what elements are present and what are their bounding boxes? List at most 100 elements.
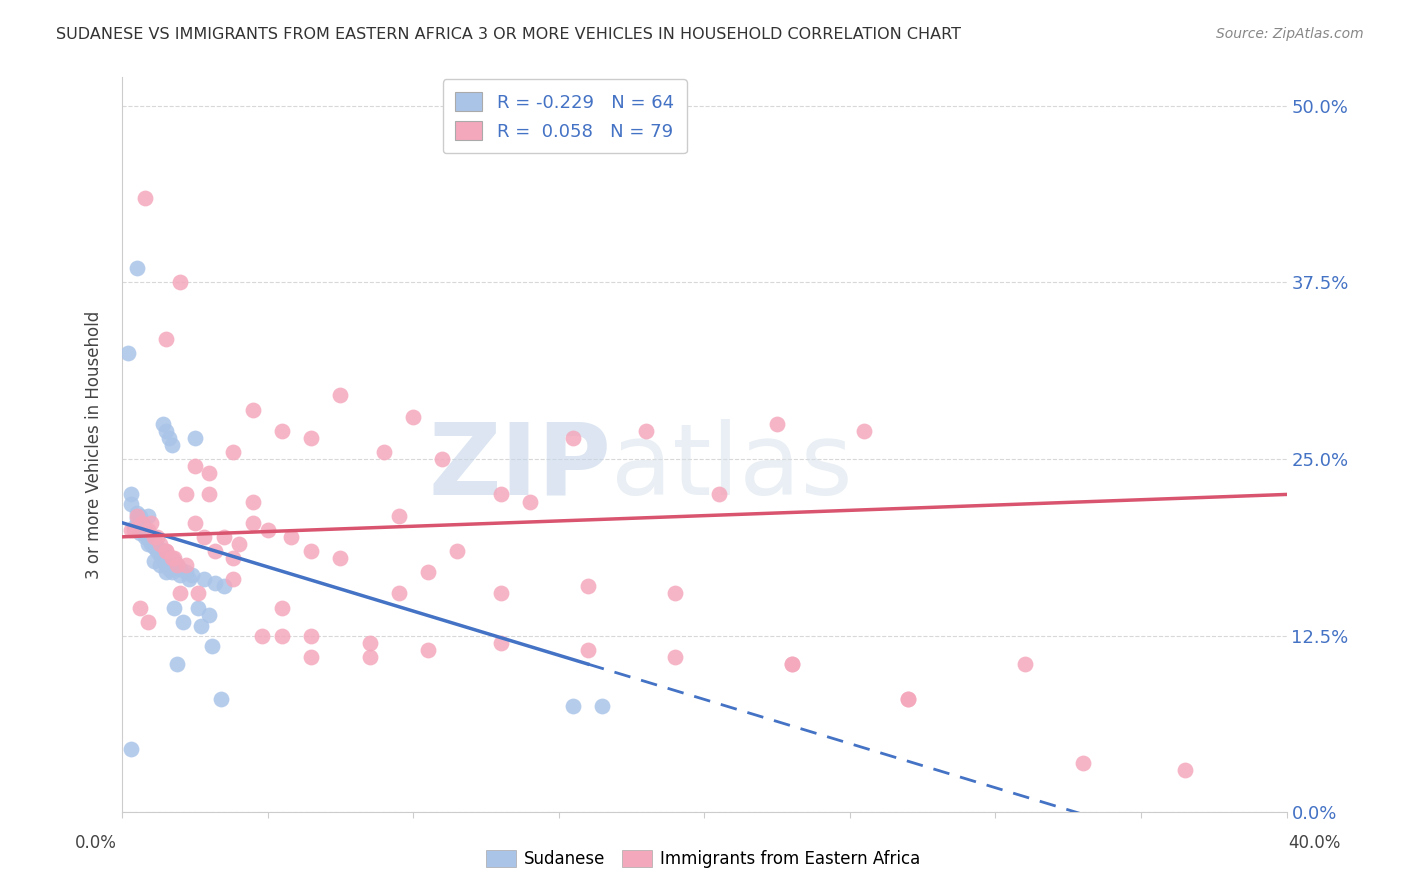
Point bbox=[489, 487, 512, 501]
Point bbox=[853, 424, 876, 438]
Point bbox=[120, 742, 142, 756]
Point bbox=[125, 261, 148, 276]
Point bbox=[166, 558, 188, 573]
Point bbox=[780, 657, 803, 671]
Point bbox=[562, 431, 585, 445]
Point bbox=[155, 332, 177, 346]
Point bbox=[152, 417, 174, 431]
Point bbox=[388, 508, 411, 523]
Point bbox=[780, 657, 803, 671]
Point bbox=[146, 544, 169, 558]
Point bbox=[169, 568, 191, 582]
Point bbox=[163, 551, 186, 566]
Point bbox=[169, 562, 191, 576]
Point bbox=[169, 276, 191, 290]
Point bbox=[897, 692, 920, 706]
Point bbox=[193, 572, 215, 586]
Point bbox=[143, 554, 166, 568]
Legend: R = -0.229   N = 64, R =  0.058   N = 79: R = -0.229 N = 64, R = 0.058 N = 79 bbox=[443, 79, 686, 153]
Point bbox=[134, 523, 156, 537]
Point bbox=[157, 558, 180, 573]
Point bbox=[242, 402, 264, 417]
Point bbox=[299, 650, 322, 665]
Point bbox=[146, 530, 169, 544]
Point bbox=[489, 636, 512, 650]
Legend: Sudanese, Immigrants from Eastern Africa: Sudanese, Immigrants from Eastern Africa bbox=[479, 843, 927, 875]
Point bbox=[897, 692, 920, 706]
Point bbox=[193, 530, 215, 544]
Y-axis label: 3 or more Vehicles in Household: 3 or more Vehicles in Household bbox=[86, 310, 103, 579]
Point bbox=[163, 600, 186, 615]
Point bbox=[120, 497, 142, 511]
Point bbox=[299, 431, 322, 445]
Point bbox=[152, 554, 174, 568]
Text: ZIP: ZIP bbox=[429, 418, 612, 516]
Point bbox=[128, 508, 150, 523]
Point bbox=[143, 540, 166, 554]
Point bbox=[271, 629, 294, 643]
Point bbox=[184, 459, 207, 474]
Point bbox=[125, 508, 148, 523]
Point bbox=[149, 537, 172, 551]
Point bbox=[198, 607, 221, 622]
Point bbox=[766, 417, 789, 431]
Point bbox=[181, 568, 204, 582]
Point bbox=[359, 650, 381, 665]
Point bbox=[174, 565, 197, 579]
Point bbox=[141, 516, 163, 530]
Point bbox=[184, 431, 207, 445]
Point bbox=[134, 530, 156, 544]
Point bbox=[146, 540, 169, 554]
Point bbox=[242, 516, 264, 530]
Point bbox=[1071, 756, 1094, 770]
Point bbox=[198, 487, 221, 501]
Point bbox=[271, 424, 294, 438]
Point bbox=[359, 636, 381, 650]
Point bbox=[160, 565, 183, 579]
Point bbox=[134, 191, 156, 205]
Point bbox=[157, 562, 180, 576]
Point bbox=[707, 487, 730, 501]
Text: SUDANESE VS IMMIGRANTS FROM EASTERN AFRICA 3 OR MORE VEHICLES IN HOUSEHOLD CORRE: SUDANESE VS IMMIGRANTS FROM EASTERN AFRI… bbox=[56, 27, 962, 42]
Point bbox=[157, 431, 180, 445]
Point bbox=[562, 699, 585, 714]
Point bbox=[187, 600, 209, 615]
Point bbox=[125, 511, 148, 525]
Text: Source: ZipAtlas.com: Source: ZipAtlas.com bbox=[1216, 27, 1364, 41]
Point bbox=[141, 534, 163, 549]
Point bbox=[198, 467, 221, 481]
Point bbox=[221, 572, 243, 586]
Point bbox=[299, 629, 322, 643]
Point bbox=[256, 523, 278, 537]
Point bbox=[228, 537, 250, 551]
Point bbox=[402, 409, 425, 424]
Point bbox=[136, 508, 159, 523]
Point bbox=[636, 424, 658, 438]
Point bbox=[204, 576, 226, 591]
Point bbox=[201, 639, 224, 653]
Point bbox=[591, 699, 613, 714]
Point bbox=[204, 544, 226, 558]
Point bbox=[155, 544, 177, 558]
Point bbox=[146, 540, 169, 554]
Point bbox=[190, 619, 212, 633]
Point bbox=[120, 487, 142, 501]
Point bbox=[1014, 657, 1036, 671]
Point bbox=[152, 544, 174, 558]
Point bbox=[125, 506, 148, 520]
Point bbox=[141, 530, 163, 544]
Point bbox=[160, 551, 183, 566]
Point bbox=[160, 438, 183, 452]
Point bbox=[212, 579, 235, 593]
Point bbox=[120, 523, 142, 537]
Point bbox=[131, 523, 153, 537]
Point bbox=[128, 525, 150, 540]
Point bbox=[136, 615, 159, 629]
Point bbox=[177, 572, 200, 586]
Point bbox=[155, 544, 177, 558]
Point bbox=[576, 643, 599, 657]
Point bbox=[136, 537, 159, 551]
Point bbox=[149, 558, 172, 573]
Point bbox=[122, 520, 145, 534]
Point bbox=[664, 586, 686, 600]
